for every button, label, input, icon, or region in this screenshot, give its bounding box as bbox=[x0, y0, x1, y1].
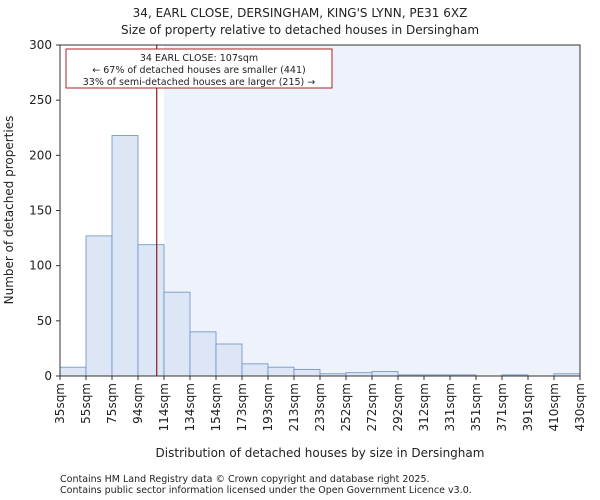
x-tick-label: 233sqm bbox=[313, 383, 327, 431]
x-tick-label: 292sqm bbox=[391, 383, 405, 431]
x-tick-label: 312sqm bbox=[417, 383, 431, 431]
x-tick-label: 331sqm bbox=[443, 383, 457, 431]
bars bbox=[59, 135, 581, 377]
x-tick-label: 252sqm bbox=[339, 383, 353, 431]
x-tick-label: 272sqm bbox=[365, 383, 379, 431]
x-tick-label: 114sqm bbox=[157, 383, 171, 431]
y-tick-label: 250 bbox=[29, 93, 52, 107]
x-tick-label: 173sqm bbox=[235, 383, 249, 431]
x-tick-label: 371sqm bbox=[495, 383, 509, 431]
bar-55sqm bbox=[85, 235, 113, 377]
y-axis: 0 50 100 150 200 250 300 bbox=[29, 38, 60, 383]
x-tick-label: 35sqm bbox=[53, 383, 67, 424]
footer-line-2: Contains public sector information licen… bbox=[60, 485, 472, 496]
annotation-line-2: ← 67% of detached houses are smaller (44… bbox=[92, 65, 305, 76]
x-tick-label: 213sqm bbox=[287, 383, 301, 431]
annotation-line-1: 34 EARL CLOSE: 107sqm bbox=[140, 53, 258, 64]
footer-line-1: Contains HM Land Registry data © Crown c… bbox=[60, 474, 430, 485]
x-tick-label: 430sqm bbox=[573, 383, 587, 431]
bar-114sqm bbox=[163, 291, 191, 377]
x-tick-label: 154sqm bbox=[209, 383, 223, 431]
x-tick-label: 75sqm bbox=[105, 383, 119, 424]
x-tick-label: 55sqm bbox=[79, 383, 93, 424]
y-tick-label: 200 bbox=[29, 148, 52, 162]
y-tick-label: 300 bbox=[29, 38, 52, 52]
x-axis: 35sqm 55sqm 75sqm 94sqm 114sqm 134sqm 154sqm 17… bbox=[53, 376, 587, 431]
x-tick-label: 351sqm bbox=[469, 383, 483, 431]
bar-173sqm bbox=[241, 363, 269, 377]
y-tick-label: 150 bbox=[29, 204, 52, 218]
y-tick-label: 0 bbox=[44, 369, 52, 383]
x-tick-label: 391sqm bbox=[521, 383, 535, 431]
bar-134sqm bbox=[189, 331, 217, 377]
bar-193sqm bbox=[267, 366, 295, 377]
bar-75sqm bbox=[111, 135, 139, 377]
bar-35sqm bbox=[59, 366, 87, 377]
plot-area: 0 50 100 150 200 250 300 35sqm 55sqm 75sqm 94sqm 1… bbox=[29, 38, 587, 431]
x-tick-label: 94sqm bbox=[131, 383, 145, 424]
highlight-region bbox=[164, 45, 580, 376]
x-tick-label: 410sqm bbox=[547, 383, 561, 431]
x-tick-label: 134sqm bbox=[183, 383, 197, 431]
chart-subtitle: Size of property relative to detached ho… bbox=[121, 23, 479, 37]
chart-title: 34, EARL CLOSE, DERSINGHAM, KING'S LYNN,… bbox=[133, 6, 468, 20]
bar-213sqm bbox=[293, 368, 321, 377]
annotation-box: 34 EARL CLOSE: 107sqm ← 67% of detached … bbox=[65, 48, 333, 89]
y-tick-label: 50 bbox=[37, 314, 52, 328]
annotation-line-3: 33% of semi-detached houses are larger (… bbox=[83, 77, 316, 88]
bar-272sqm bbox=[371, 371, 399, 377]
y-axis-label: Number of detached properties bbox=[2, 116, 16, 305]
bar-94sqm bbox=[137, 244, 165, 377]
annotation-border bbox=[65, 48, 333, 89]
bar-154sqm bbox=[215, 343, 243, 377]
x-axis-label: Distribution of detached houses by size … bbox=[156, 446, 485, 460]
x-tick-label: 193sqm bbox=[261, 383, 275, 431]
y-tick-label: 100 bbox=[29, 259, 52, 273]
